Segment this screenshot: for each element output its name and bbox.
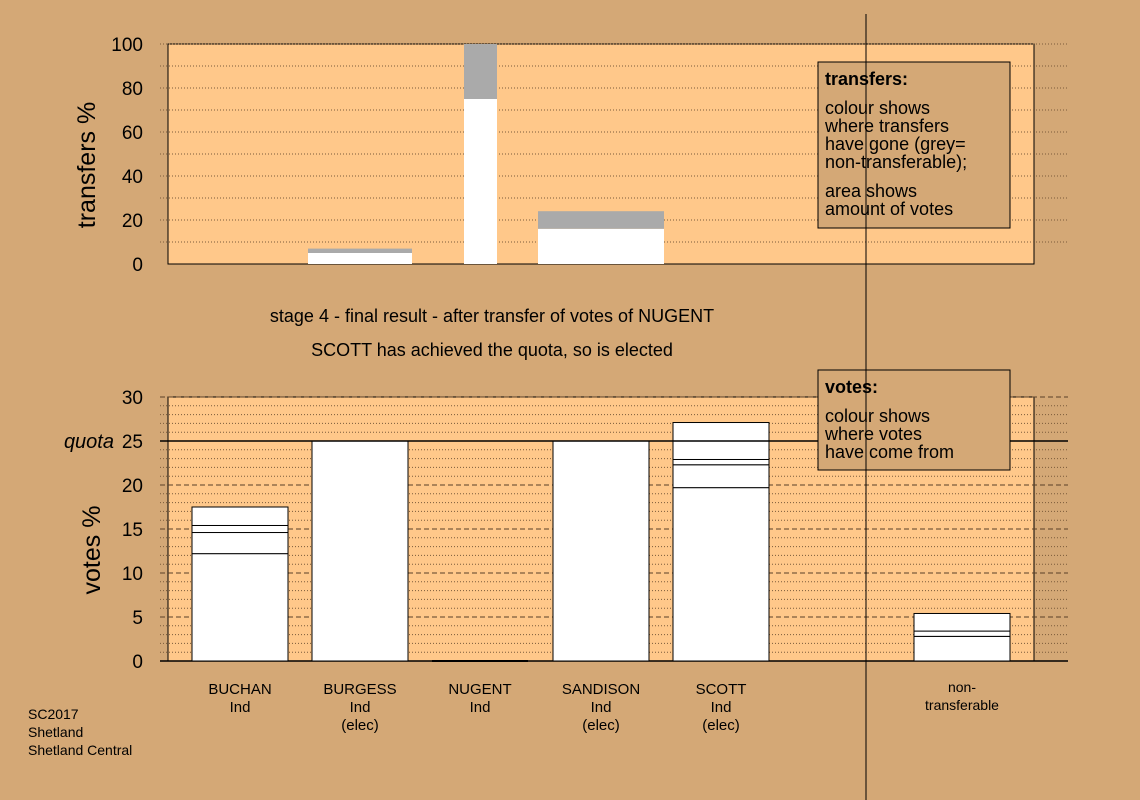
election-footer: SC2017 Shetland Shetland Central xyxy=(28,706,132,758)
votes-legend-line: have come from xyxy=(825,442,954,462)
transfers-y-tick-label: 0 xyxy=(132,255,143,276)
vote-bar-segment xyxy=(672,458,770,466)
category-label: transferable xyxy=(925,697,999,713)
category-label: NUGENT xyxy=(448,681,511,698)
transfers-bar-segment xyxy=(308,248,412,253)
stage-title: stage 4 - final result - after transfer … xyxy=(270,306,714,326)
votes-legend-line: where votes xyxy=(824,424,922,444)
vote-bar-segment xyxy=(552,440,650,662)
votes-y-tick-label: 25 xyxy=(122,432,143,453)
category-label: (elec) xyxy=(341,717,379,734)
category-label: Ind xyxy=(230,699,251,716)
vote-bar-segment xyxy=(191,506,289,526)
vote-bar-segment xyxy=(913,612,1011,632)
votes-y-axis: 0 5 10 15 20 25 30 xyxy=(122,388,143,673)
transfers-y-tick-label: 20 xyxy=(122,211,143,232)
category-label: Ind xyxy=(711,699,732,716)
vote-bar-segment xyxy=(913,635,1011,662)
transfers-legend-title: transfers: xyxy=(825,69,908,89)
footer-line: Shetland Central xyxy=(28,742,132,758)
transfers-legend-line: have gone (grey= xyxy=(825,134,966,154)
stage-subtitle: SCOTT has achieved the quota, so is elec… xyxy=(311,340,673,360)
vote-bar-segment xyxy=(191,553,289,662)
category-label: Ind xyxy=(591,699,612,716)
vote-bar-segment xyxy=(191,532,289,555)
votes-y-tick-label: 0 xyxy=(132,652,143,673)
votes-y-axis-label: votes % xyxy=(78,506,106,595)
transfers-y-axis-label: transfers % xyxy=(73,102,101,228)
transfers-legend-line: non-transferable); xyxy=(825,152,967,172)
category-label: (elec) xyxy=(702,717,740,734)
transfers-bar-segment xyxy=(308,253,412,264)
transfers-bars xyxy=(308,44,664,264)
transfers-y-tick-label: 60 xyxy=(122,123,143,144)
transfers-legend-line: amount of votes xyxy=(825,199,953,219)
category-label: BUCHAN xyxy=(208,681,271,698)
footer-line: Shetland xyxy=(28,724,83,740)
transfers-y-tick-label: 40 xyxy=(122,167,143,188)
votes-y-tick-label: 20 xyxy=(122,476,143,497)
transfers-legend-line: colour shows xyxy=(825,98,930,118)
transfers-y-axis: 0 20 40 60 80 100 xyxy=(111,35,143,276)
vote-bar-segment xyxy=(913,630,1011,637)
category-label: non- xyxy=(948,679,976,695)
votes-y-tick-label: 30 xyxy=(122,388,143,409)
votes-y-tick-label: 15 xyxy=(122,520,143,541)
category-label: (elec) xyxy=(582,717,620,734)
transfers-legend-line: where transfers xyxy=(824,116,949,136)
category-label: Ind xyxy=(470,699,491,716)
vote-bar-segment xyxy=(191,524,289,534)
transfers-bar-segment xyxy=(464,44,497,99)
votes-y-tick-label: 5 xyxy=(132,608,143,629)
transfers-bar-segment xyxy=(538,211,664,229)
votes-category-labels: BUCHANIndBURGESSInd(elec)NUGENTIndSANDIS… xyxy=(208,679,999,734)
votes-bars xyxy=(191,422,1011,662)
category-label: Ind xyxy=(350,699,371,716)
vote-bar-segment xyxy=(672,487,770,662)
category-label: SANDISON xyxy=(562,681,640,698)
votes-legend-title: votes: xyxy=(825,377,878,397)
transfers-bar-segment xyxy=(538,228,664,264)
transfers-legend: transfers: colour shows where transfers … xyxy=(817,61,1011,229)
vote-bar-segment xyxy=(672,464,770,489)
category-label: SCOTT xyxy=(696,681,747,698)
transfers-legend-line: area shows xyxy=(825,181,917,201)
votes-legend: votes: colour shows where votes have com… xyxy=(817,369,1011,471)
transfers-y-tick-label: 80 xyxy=(122,79,143,100)
category-label: BURGESS xyxy=(323,681,396,698)
votes-legend-line: colour shows xyxy=(825,406,930,426)
transfers-y-tick-label: 100 xyxy=(111,35,143,56)
quota-label: quota xyxy=(64,431,114,453)
transfers-bar-segment xyxy=(464,99,497,264)
footer-line: SC2017 xyxy=(28,706,79,722)
votes-y-tick-label: 10 xyxy=(122,564,143,585)
vote-bar-segment xyxy=(311,440,409,662)
